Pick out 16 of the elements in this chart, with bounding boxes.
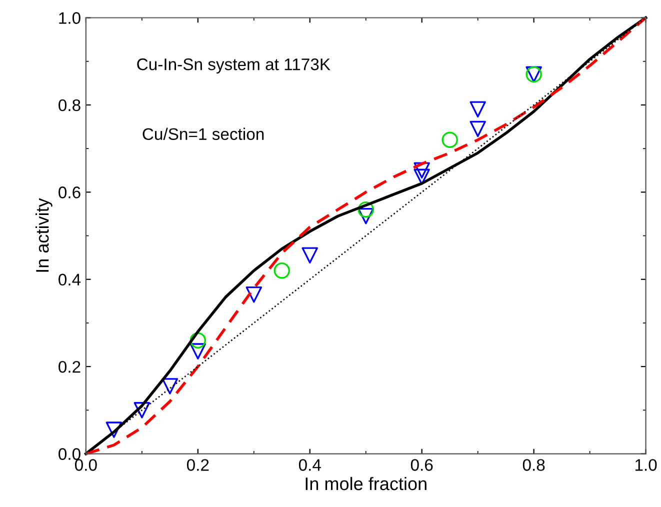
x-tick-label: 0.6 bbox=[410, 459, 433, 471]
annotation: Cu/Sn=1 section bbox=[142, 128, 264, 140]
y-tick-label: 0.4 bbox=[58, 274, 81, 286]
x-tick-label: 0.0 bbox=[75, 459, 97, 471]
y-axis-title: In activity bbox=[36, 198, 52, 272]
x-tick-label: 0.4 bbox=[298, 459, 321, 471]
y-tick-label: 1.0 bbox=[59, 12, 80, 24]
x-axis-title: In mole fraction bbox=[306, 476, 426, 490]
annotation: Cu-In-Sn system at 1173K bbox=[137, 58, 330, 74]
y-tick-label: 0.6 bbox=[58, 186, 80, 198]
x-tick-label: 0.2 bbox=[186, 459, 209, 471]
x-tick-label: 1.0 bbox=[635, 459, 657, 471]
y-tick-label: 0.2 bbox=[58, 360, 80, 373]
y-tick-label: 0.8 bbox=[58, 99, 80, 112]
y-tick-label: 0.0 bbox=[58, 448, 80, 460]
x-tick-label: 0.8 bbox=[522, 459, 545, 471]
